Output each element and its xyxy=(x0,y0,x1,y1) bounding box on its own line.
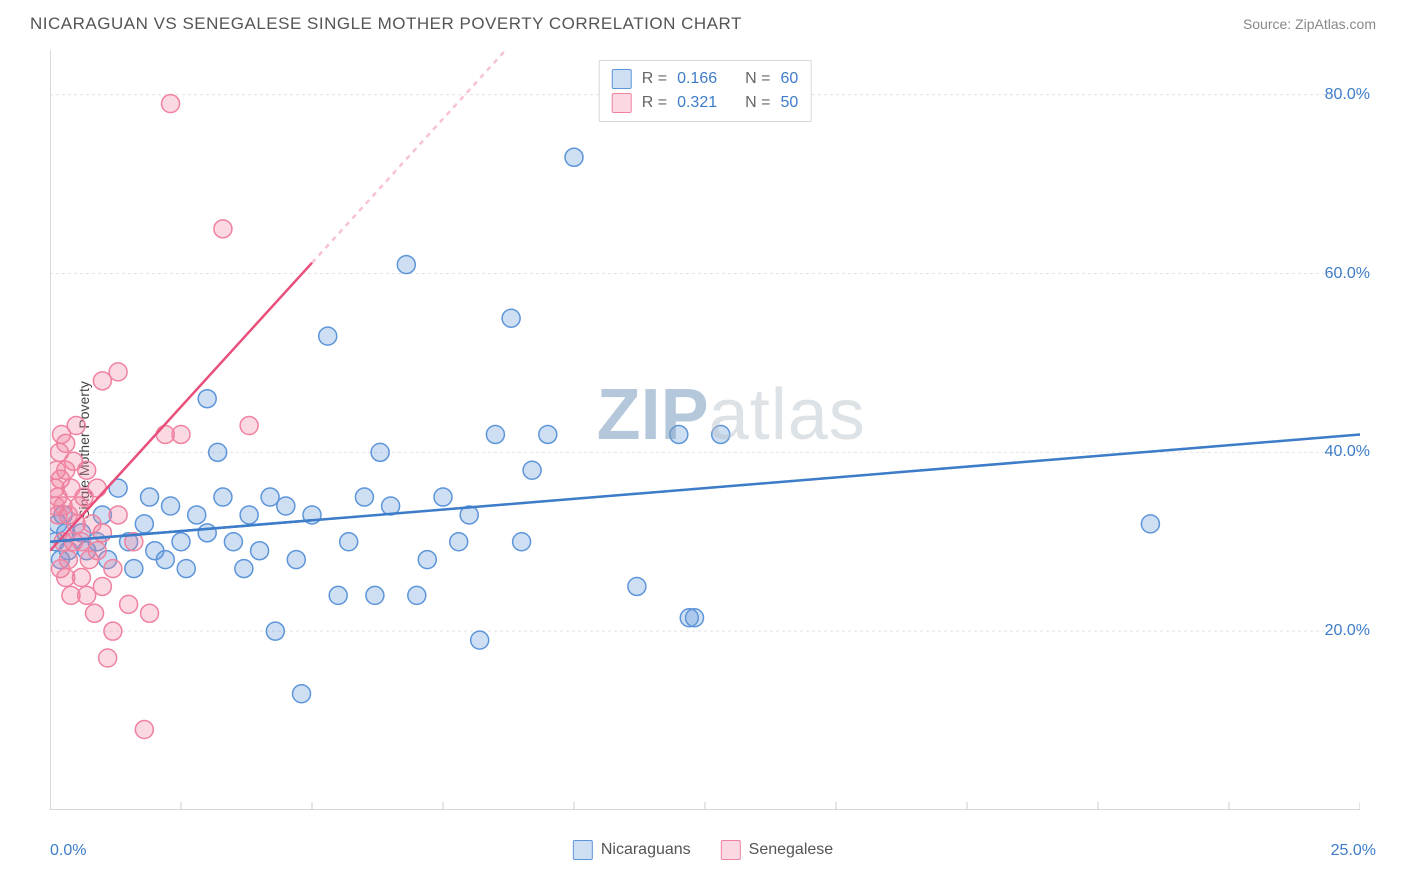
chart-title: NICARAGUAN VS SENEGALESE SINGLE MOTHER P… xyxy=(30,14,742,34)
legend: Nicaraguans Senegalese xyxy=(573,840,833,860)
x-axis-min-label: 0.0% xyxy=(50,842,86,860)
plot-area: ZIPatlas R = 0.166 N = 60 R = 0.321 N = … xyxy=(50,50,1360,810)
stats-row-nicaraguans: R = 0.166 N = 60 xyxy=(612,67,799,91)
x-axis-max-label: 25.0% xyxy=(1331,842,1376,860)
y-tick-label: 80.0% xyxy=(1325,86,1370,104)
chart-container: Single Mother Poverty ZIPatlas R = 0.166… xyxy=(30,40,1376,860)
swatch-senegalese xyxy=(612,93,632,113)
scatter-plot-svg xyxy=(50,50,1360,810)
legend-swatch-nicaraguans xyxy=(573,840,593,860)
legend-item-senegalese: Senegalese xyxy=(721,840,834,860)
swatch-nicaraguans xyxy=(612,69,632,89)
legend-swatch-senegalese xyxy=(721,840,741,860)
y-tick-label: 40.0% xyxy=(1325,443,1370,461)
stats-box: R = 0.166 N = 60 R = 0.321 N = 50 xyxy=(599,60,812,122)
legend-item-nicaraguans: Nicaraguans xyxy=(573,840,691,860)
header: NICARAGUAN VS SENEGALESE SINGLE MOTHER P… xyxy=(0,0,1406,40)
y-tick-label: 20.0% xyxy=(1325,622,1370,640)
stats-row-senegalese: R = 0.321 N = 50 xyxy=(612,91,799,115)
y-tick-label: 60.0% xyxy=(1325,265,1370,283)
source-label: Source: ZipAtlas.com xyxy=(1243,16,1376,32)
